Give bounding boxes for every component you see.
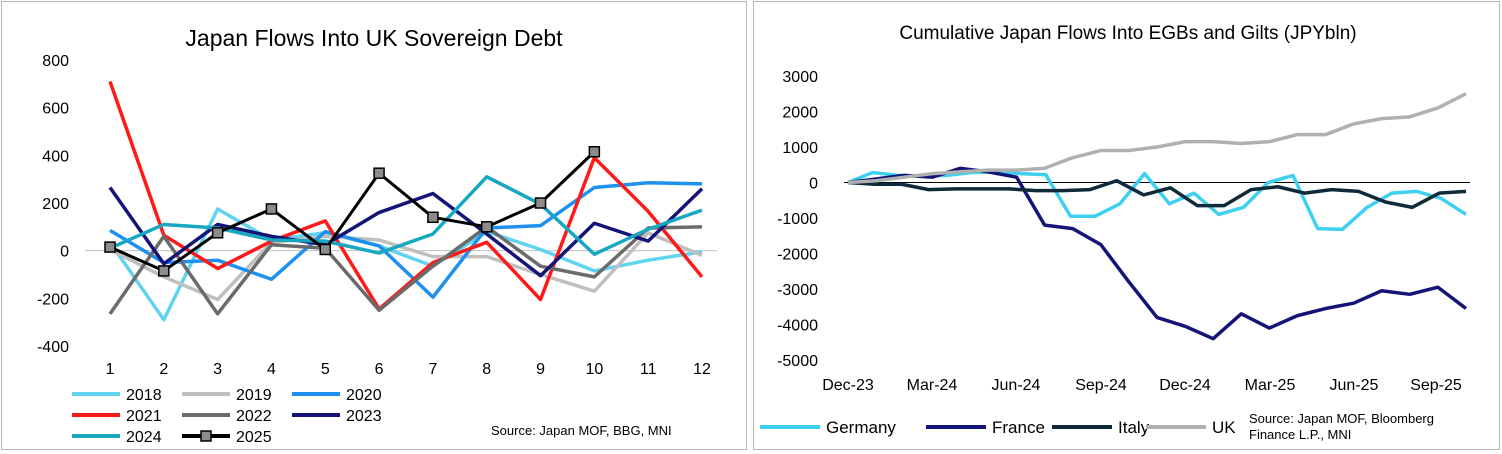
series-2020 <box>109 180 703 299</box>
legend-item-2023: 2023 <box>292 408 382 425</box>
x-tick-label: 10 <box>585 361 603 378</box>
legend-item-UK: UK <box>1146 418 1236 437</box>
y-tick-label: -5000 <box>777 353 818 370</box>
uk-flows-chart-panel: Japan Flows Into UK Sovereign Debt 800 60… <box>1 1 747 450</box>
series-2019 <box>109 231 703 302</box>
y-tick-label: 200 <box>42 196 69 213</box>
legend-item-2021: 2021 <box>72 408 162 425</box>
y-tick-label: 600 <box>42 101 69 118</box>
cumulative-flows-chart: Cumulative Japan Flows Into EGBs and Gil… <box>760 23 1470 442</box>
legend-item-Italy: Italy <box>1052 418 1150 437</box>
y-tick-label: 0 <box>809 176 818 193</box>
y-tick-label: -2000 <box>777 247 818 264</box>
series-line-2021 <box>108 80 704 311</box>
series-line-France <box>847 166 1468 341</box>
series-line-Germany <box>847 170 1467 232</box>
series-line-2023 <box>108 186 704 278</box>
x-tick-label: 4 <box>267 361 276 378</box>
source-note-line-2: Finance L.P., MNI <box>1249 427 1351 442</box>
series-line-Italy <box>847 178 1467 210</box>
series-2025 <box>104 146 601 277</box>
series-line-2024 <box>109 175 703 256</box>
x-tick-label: 6 <box>375 361 384 378</box>
chart-title: Japan Flows Into UK Sovereign Debt <box>185 25 563 51</box>
legend-label: 2023 <box>346 408 382 425</box>
x-tick-label: 7 <box>428 361 437 378</box>
legend-item-2019: 2019 <box>182 387 272 404</box>
legend-label: 2022 <box>236 408 272 425</box>
legend-item-2018: 2018 <box>72 387 162 404</box>
series-line-2025 <box>109 150 596 273</box>
data-point-2025 <box>319 243 332 256</box>
y-tick-label: 0 <box>60 244 69 261</box>
y-tick-label: 1000 <box>782 140 818 157</box>
data-point-2025 <box>480 221 493 233</box>
series-line-2019 <box>109 231 703 302</box>
series-line-UK <box>847 92 1467 185</box>
x-tick-label: 2 <box>159 361 168 378</box>
series-2023 <box>108 186 704 278</box>
x-tick-label: 3 <box>213 361 222 378</box>
legend-label: 2021 <box>126 408 162 425</box>
legend-label: Italy <box>1118 418 1150 437</box>
cumulative-flows-chart-panel: Cumulative Japan Flows Into EGBs and Gil… <box>753 1 1500 450</box>
x-tick-label: 11 <box>640 361 657 378</box>
legend-item-France: France <box>926 418 1045 437</box>
series-2022 <box>108 225 703 316</box>
y-tick-label: -4000 <box>777 318 818 335</box>
uk-flows-chart: Japan Flows Into UK Sovereign Debt 80060… <box>37 25 717 446</box>
x-tick-label: Dec-24 <box>1159 377 1211 394</box>
legend-label: Germany <box>826 418 896 437</box>
legend-label: 2018 <box>126 387 162 404</box>
legend-item-2022: 2022 <box>182 408 272 425</box>
legend-label: 2019 <box>236 387 272 404</box>
series-line-2020 <box>109 180 703 299</box>
legend-marker <box>200 430 212 442</box>
x-tick-label: Mar-24 <box>907 377 958 394</box>
data-point-2025 <box>427 211 439 224</box>
data-point-2025 <box>534 197 547 209</box>
legend-label: 2020 <box>346 387 382 404</box>
x-tick-label: 9 <box>536 361 545 378</box>
y-tick-label: -200 <box>37 291 69 308</box>
y-tick-label: 800 <box>42 53 69 70</box>
x-tick-label: 8 <box>482 361 491 378</box>
legend-item-2025: 2025 <box>182 429 272 446</box>
series-2021 <box>108 80 704 311</box>
x-tick-label: Jun-25 <box>1330 377 1379 394</box>
legend-item-2024: 2024 <box>72 429 162 446</box>
x-tick-label: 5 <box>321 361 330 378</box>
x-tick-label: Dec-23 <box>822 377 874 394</box>
y-tick-label: -3000 <box>777 282 818 299</box>
legend-label: France <box>992 418 1045 437</box>
series-2024 <box>109 175 703 256</box>
x-tick-label: 1 <box>106 361 115 378</box>
y-tick-label: -400 <box>37 339 69 356</box>
x-tick-label: Sep-24 <box>1075 377 1127 394</box>
legend-item-Germany: Germany <box>760 418 896 437</box>
source-note-line-1: Source: Japan MOF, Bloomberg <box>1249 411 1434 426</box>
y-tick-label: 2000 <box>782 105 818 122</box>
y-tick-label: 400 <box>42 148 69 165</box>
legend-label: 2024 <box>126 429 162 446</box>
source-note: Source: Japan MOF, BBG, MNI <box>491 423 672 438</box>
x-tick-label: Jun-24 <box>992 377 1041 394</box>
data-point-2025 <box>211 227 224 239</box>
data-point-2025 <box>588 146 601 158</box>
x-tick-label: Mar-25 <box>1245 377 1296 394</box>
data-point-2025 <box>158 265 170 277</box>
legend-label: 2025 <box>236 429 272 446</box>
legend-item-2020: 2020 <box>292 387 382 404</box>
x-tick-label: Sep-25 <box>1410 377 1462 394</box>
legend-label: UK <box>1212 418 1236 437</box>
data-point-2025 <box>265 203 278 215</box>
data-point-2025 <box>104 241 116 253</box>
chart-title: Cumulative Japan Flows Into EGBs and Gil… <box>899 23 1356 44</box>
x-tick-label: 12 <box>693 361 711 378</box>
series-line-2022 <box>108 225 703 316</box>
y-tick-label: 3000 <box>782 69 818 86</box>
data-point-2025 <box>373 167 385 179</box>
y-tick-label: -1000 <box>777 211 818 228</box>
